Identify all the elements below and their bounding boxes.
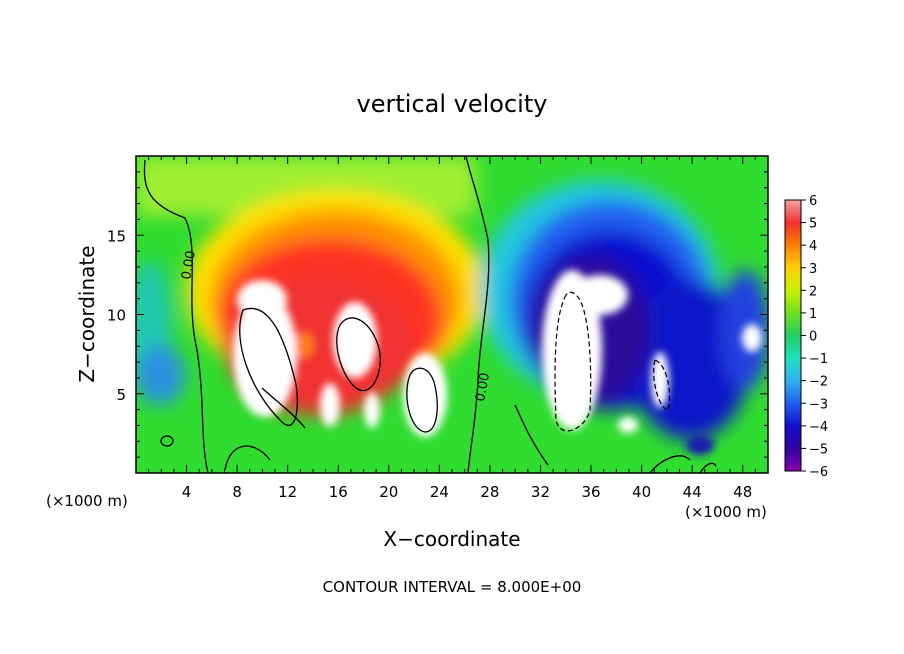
y-axis: 5 10 15 bbox=[107, 171, 768, 458]
colorbar-ticks: 6 5 4 3 2 1 0 −1 −2 −3 −4 −5 −6 bbox=[801, 194, 828, 480]
x-tick-label: 24 bbox=[430, 483, 449, 501]
chart-title: vertical velocity bbox=[357, 90, 548, 118]
colorbar-tick-label: −6 bbox=[809, 465, 828, 480]
contour-lines-negative bbox=[554, 291, 671, 432]
colorbar-tick-label: 5 bbox=[809, 217, 817, 232]
heatmap-field: 0.00 0.00 bbox=[136, 156, 768, 473]
contour-lines bbox=[143, 156, 717, 473]
x-tick-label: 12 bbox=[278, 483, 297, 501]
x-tick-label: 48 bbox=[733, 483, 752, 501]
x-axis-label: X−coordinate bbox=[383, 527, 520, 551]
contour-label: 0.00 bbox=[473, 372, 493, 403]
colorbar-tick-label: −3 bbox=[809, 397, 828, 412]
colorbar: 6 5 4 3 2 1 0 −1 −2 −3 −4 −5 −6 bbox=[784, 194, 828, 480]
x-tick-label: 36 bbox=[581, 483, 600, 501]
x-tick-label: 8 bbox=[232, 483, 242, 501]
x-tick-label: 32 bbox=[531, 483, 550, 501]
colorbar-tick-label: −2 bbox=[809, 375, 828, 390]
x-tick-label: 40 bbox=[632, 483, 651, 501]
colorbar-tick-label: 1 bbox=[809, 307, 817, 322]
x-tick-label: 4 bbox=[182, 483, 192, 501]
colorbar-tick-label: 3 bbox=[809, 262, 817, 277]
colorbar-gradient bbox=[784, 199, 802, 472]
contour-interval-note: CONTOUR INTERVAL = 8.000E+00 bbox=[323, 578, 582, 596]
x-axis-unit-right: (×1000 m) bbox=[685, 503, 767, 521]
x-tick-label: 16 bbox=[329, 483, 348, 501]
x-tick-label: 20 bbox=[379, 483, 398, 501]
x-axis-unit-left: (×1000 m) bbox=[46, 492, 128, 510]
colorbar-tick-label: −4 bbox=[809, 420, 828, 435]
colorbar-tick-label: 4 bbox=[809, 239, 817, 254]
colorbar-tick-label: −5 bbox=[809, 442, 828, 457]
y-axis-label: Z−coordinate bbox=[75, 245, 99, 382]
colorbar-tick-label: 2 bbox=[809, 284, 817, 299]
x-axis: 4 8 12 16 20 24 28 32 36 40 44 48 bbox=[148, 156, 756, 501]
y-tick-label: 10 bbox=[107, 307, 126, 325]
colorbar-tick-label: 0 bbox=[809, 330, 817, 345]
colorbar-tick-label: 6 bbox=[809, 194, 817, 209]
colorbar-tick-label: −1 bbox=[809, 352, 828, 367]
y-tick-label: 5 bbox=[116, 386, 126, 404]
y-tick-label: 15 bbox=[107, 227, 126, 245]
contour-label: 0.00 bbox=[179, 250, 199, 281]
x-tick-label: 44 bbox=[683, 483, 702, 501]
x-tick-label: 28 bbox=[480, 483, 499, 501]
